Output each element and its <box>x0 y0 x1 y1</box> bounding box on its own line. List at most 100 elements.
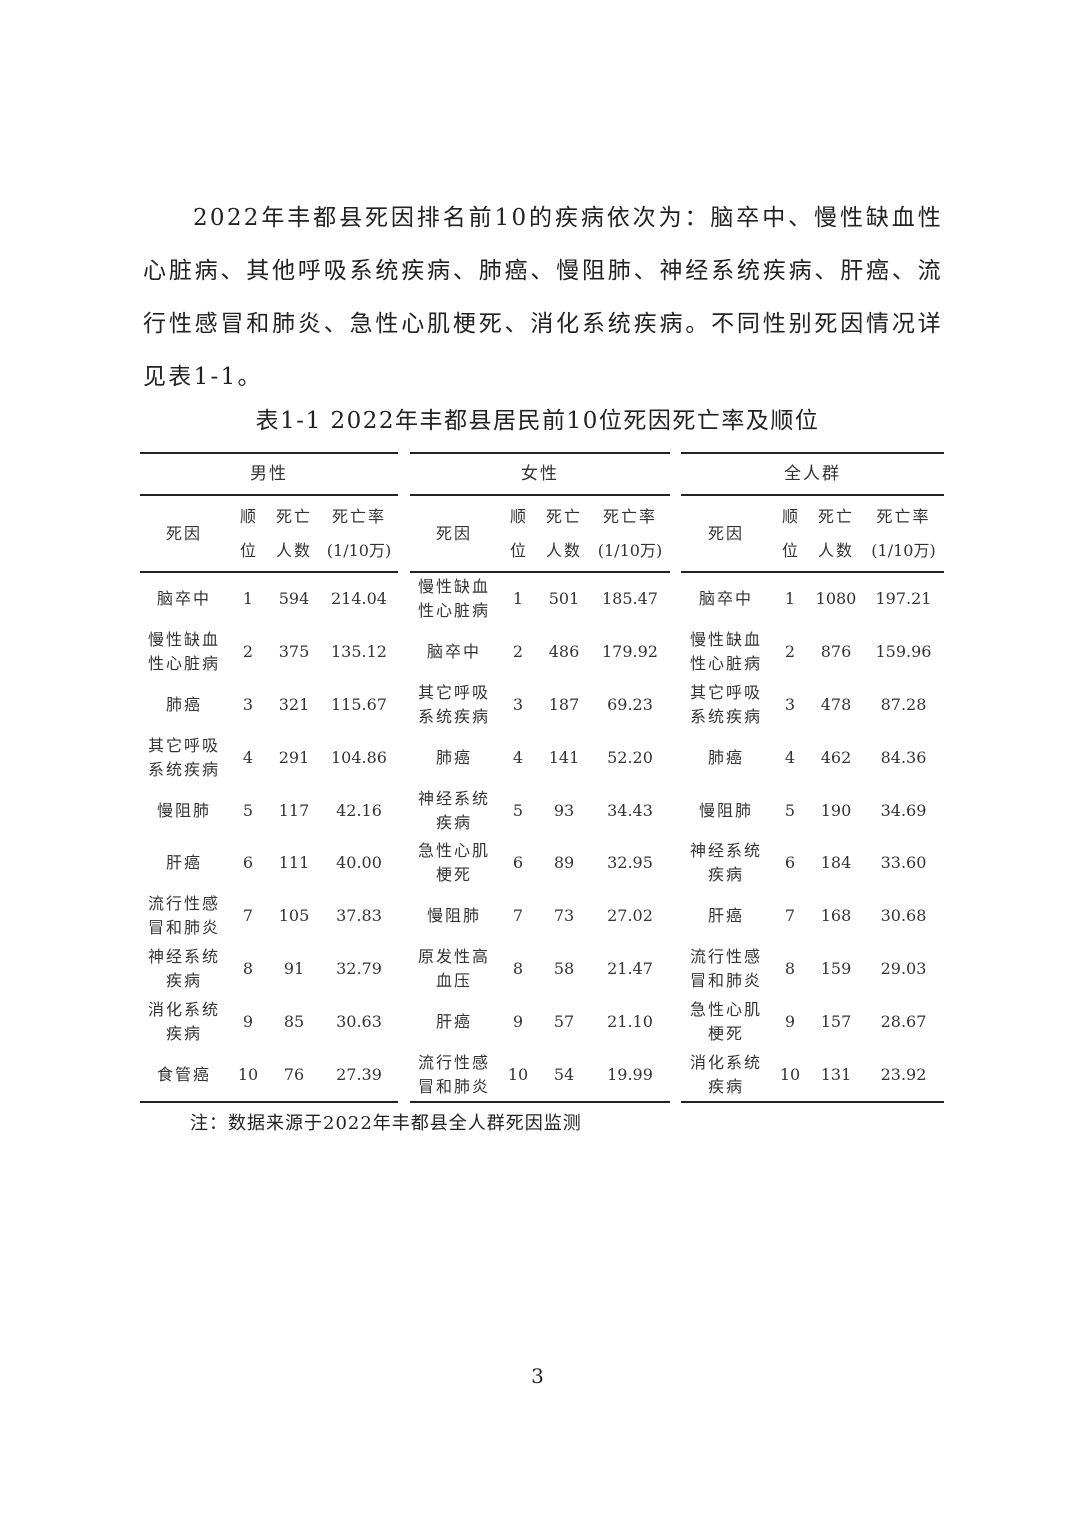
table-group-male: 男性 死因 顺位 死亡人数 死亡率 (1/10万) 脑卒中 1 594 214.04 慢性缺血性心脏… <box>140 452 398 1103</box>
cell-rank: 1 <box>242 589 254 609</box>
cell-deaths: 89 <box>553 853 575 873</box>
table-row: 消化系统疾病 10 131 23.92 <box>681 1048 944 1103</box>
cell-deaths: 93 <box>553 800 575 820</box>
table-row: 慢性缺血性心脏病 2 876 159.96 <box>681 626 944 679</box>
cell-rate: 23.92 <box>863 1048 944 1103</box>
table-row: 其它呼吸系统疾病 4 291 104.86 <box>140 731 398 784</box>
table-row: 慢阻肺 7 73 27.02 <box>410 890 670 943</box>
cell-cause: 神经系统疾病 <box>147 946 220 990</box>
cell-deaths: 501 <box>548 589 580 609</box>
cell-rate: 30.63 <box>336 1011 382 1031</box>
table-row: 脑卒中 1 1080 197.21 <box>681 572 944 626</box>
cell-cause: 流行性感冒和肺炎 <box>147 894 220 938</box>
cell-cause: 其它呼吸系统疾病 <box>689 682 762 726</box>
cell-cause: 肝癌 <box>435 1011 472 1031</box>
cell-cause: 原发性高血压 <box>417 946 490 990</box>
cell-deaths: 91 <box>283 958 305 978</box>
cell-cause: 消化系统疾病 <box>681 1048 771 1103</box>
cell-deaths: 141 <box>548 747 580 767</box>
cell-rate: 34.43 <box>607 800 653 820</box>
header-rank: 顺位 <box>498 495 538 573</box>
cell-cause: 慢性缺血性心脏病 <box>417 577 490 621</box>
cell-rank: 3 <box>784 694 796 714</box>
cell-deaths: 111 <box>278 853 310 873</box>
cell-rank: 5 <box>512 800 524 820</box>
cell-rate: 42.16 <box>336 800 382 820</box>
cell-rate: 27.02 <box>607 906 653 926</box>
cell-deaths: 57 <box>553 1011 575 1031</box>
group-title: 全人群 <box>681 452 944 496</box>
cell-cause: 急性心肌梗死 <box>417 841 490 885</box>
cell-cause: 慢性缺血性心脏病 <box>689 630 762 674</box>
table-row: 急性心肌梗死 9 157 28.67 <box>681 995 944 1048</box>
cell-rate: 159.96 <box>875 642 932 662</box>
cell-rate: 185.47 <box>602 589 658 609</box>
cell-rank: 7 <box>512 906 524 926</box>
header-deaths: 死亡人数 <box>268 495 320 573</box>
cell-cause: 慢性缺血性心脏病 <box>147 630 220 674</box>
cell-deaths: 76 <box>268 1048 320 1103</box>
cell-rank: 10 <box>771 1048 809 1103</box>
cell-rank: 1 <box>784 589 796 609</box>
cell-rank: 8 <box>784 958 796 978</box>
cell-rate: 104.86 <box>331 747 387 767</box>
cell-rate: 52.20 <box>607 747 653 767</box>
table-row: 流行性感冒和肺炎 7 105 37.83 <box>140 890 398 943</box>
table-row: 慢阻肺 5 117 42.16 <box>140 784 398 837</box>
cell-deaths: 876 <box>820 642 852 662</box>
cell-rank: 9 <box>512 1011 524 1031</box>
table-row: 神经系统疾病 8 91 32.79 <box>140 943 398 996</box>
cell-rank: 5 <box>784 800 796 820</box>
cell-cause: 流行性感冒和肺炎 <box>689 946 762 990</box>
cell-rank: 2 <box>512 642 524 662</box>
cell-rank: 3 <box>242 694 254 714</box>
cell-rate: 32.79 <box>336 958 382 978</box>
cell-cause: 消化系统疾病 <box>147 999 220 1043</box>
cell-cause: 脑卒中 <box>156 589 211 609</box>
cell-cause: 肝癌 <box>165 853 202 873</box>
cell-rank: 10 <box>498 1048 538 1103</box>
cell-deaths: 184 <box>820 853 852 873</box>
cell-rate: 19.99 <box>590 1048 670 1103</box>
cell-rank: 8 <box>512 958 524 978</box>
cell-rate: 214.04 <box>331 589 387 609</box>
table-row: 神经系统疾病 6 184 33.60 <box>681 837 944 890</box>
cell-rank: 2 <box>242 642 254 662</box>
table-row: 脑卒中 2 486 179.92 <box>410 626 670 679</box>
cell-rate: 33.60 <box>880 853 927 873</box>
cell-rank: 9 <box>242 1011 254 1031</box>
header-cause: 死因 <box>410 495 498 573</box>
cell-rank: 6 <box>512 853 524 873</box>
cell-deaths: 159 <box>820 958 852 978</box>
cell-rank: 9 <box>784 1011 796 1031</box>
cell-deaths: 157 <box>820 1011 852 1031</box>
header-deaths: 死亡人数 <box>809 495 863 573</box>
cell-deaths: 375 <box>278 642 310 662</box>
cell-rate: 40.00 <box>336 853 382 873</box>
cell-deaths: 1080 <box>815 589 857 609</box>
table-row: 原发性高血压 8 58 21.47 <box>410 943 670 996</box>
header-rate: 死亡率 (1/10万) <box>320 495 398 573</box>
cell-cause: 急性心肌梗死 <box>689 999 762 1043</box>
cell-deaths: 478 <box>820 694 852 714</box>
cell-deaths: 321 <box>278 694 310 714</box>
table-row: 慢阻肺 5 190 34.69 <box>681 784 944 837</box>
header-rank: 顺位 <box>228 495 268 573</box>
cell-rank: 10 <box>228 1048 268 1103</box>
cell-deaths: 117 <box>278 800 310 820</box>
header-rank: 顺位 <box>771 495 809 573</box>
cell-rank: 5 <box>242 800 254 820</box>
cell-rate: 87.28 <box>880 694 927 714</box>
cell-rank: 1 <box>512 589 524 609</box>
table-row: 慢性缺血性心脏病 1 501 185.47 <box>410 572 670 626</box>
cell-cause: 肝癌 <box>707 906 744 926</box>
cell-rate: 115.67 <box>331 694 387 714</box>
cell-rate: 84.36 <box>880 747 927 767</box>
table-row: 肝癌 7 168 30.68 <box>681 890 944 943</box>
cell-deaths: 190 <box>820 800 852 820</box>
cell-cause: 食管癌 <box>140 1048 228 1103</box>
cell-deaths: 486 <box>548 642 580 662</box>
cell-rate: 32.95 <box>607 853 653 873</box>
cell-cause: 脑卒中 <box>426 642 481 662</box>
page-number: 3 <box>531 1364 544 1388</box>
